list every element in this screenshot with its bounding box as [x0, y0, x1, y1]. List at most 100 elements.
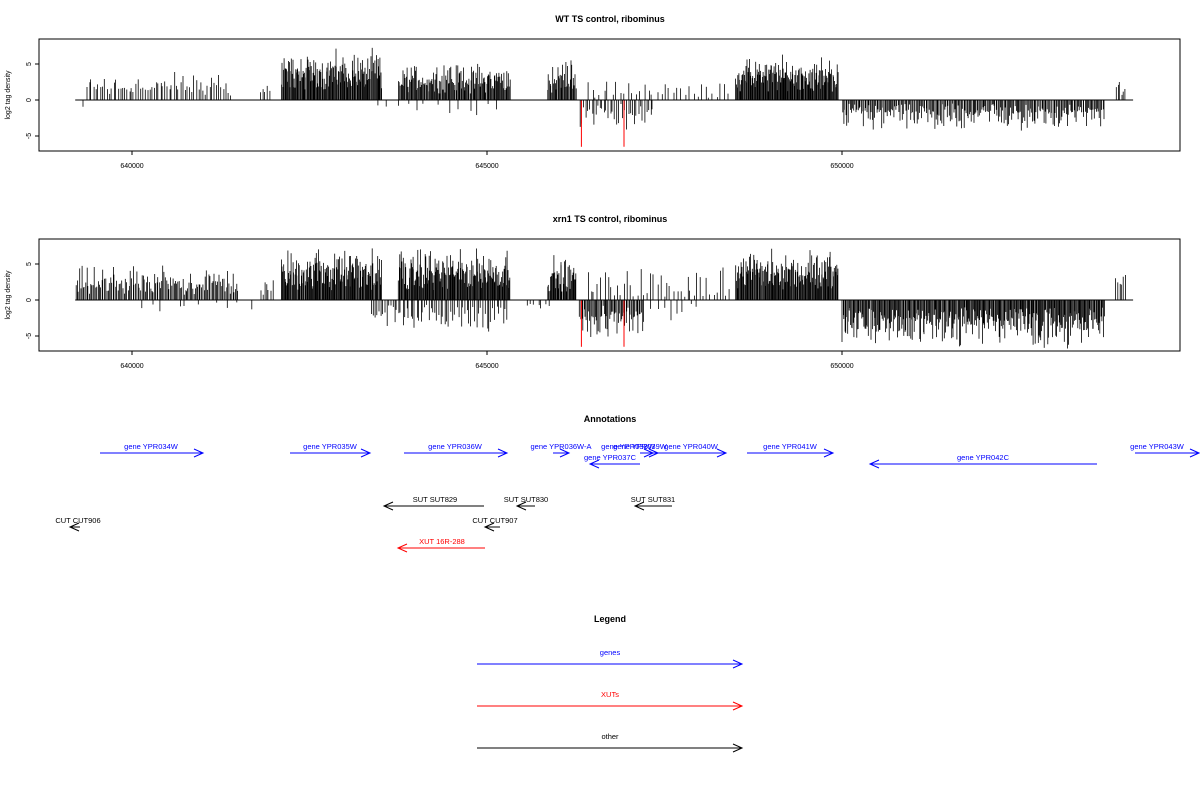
feature-arrow: [483, 522, 500, 532]
feature-gene-ypr036w-a: gene YPR036W-A: [530, 442, 592, 458]
track-panel-xrn1: xrn1 TS control, ribominus log2 tag dens…: [5, 214, 1181, 370]
feature-label: CUT CUT907: [472, 516, 517, 525]
feature-label: XUT 16R-288: [419, 537, 465, 546]
feature-arrow: [1135, 448, 1200, 458]
track-frame-wt: [38, 38, 1181, 152]
legend-arrow: [477, 743, 744, 753]
feature-label: gene YPR041W: [763, 442, 818, 451]
y-tick-label: -5: [26, 333, 33, 339]
feature-label: gene YPR038W: [601, 442, 656, 451]
feature-arrow: [633, 501, 672, 511]
negative-strand-segment-0: [141, 300, 253, 312]
feature-label: gene YPR039W: [613, 442, 668, 451]
negative-strand-segment-1: [370, 300, 508, 332]
legend-entries: genes XUTs other: [477, 648, 744, 753]
signal-bars-xrn1: [75, 248, 1134, 349]
legend-entry-xut: XUTs: [477, 690, 744, 711]
annotations-title: Annotations: [584, 414, 637, 424]
legend-entry-other: other: [477, 732, 744, 753]
negative-strand-segment-3: [842, 100, 1105, 131]
y-tick-label: 5: [26, 262, 33, 266]
feature-arrow: [553, 448, 571, 458]
legend-label: XUTs: [601, 690, 619, 699]
negative-strand-segment-3: [578, 300, 644, 337]
positive-strand-segment-4: [547, 255, 577, 300]
feature-cut-cut906: CUT CUT906: [55, 516, 101, 532]
y-axis-label-wt: log2 tag density: [5, 70, 12, 120]
feature-arrow: [654, 448, 728, 458]
axes-xrn1: 640000 645000 650000 -5 0 5: [26, 262, 854, 370]
feature-gene-ypr037c: gene YPR037C: [584, 453, 640, 469]
feature-gene-ypr043w: gene YPR043W: [1130, 442, 1200, 458]
x-tick-label: 645000: [475, 163, 498, 170]
positive-strand-segment-6: [735, 248, 839, 300]
positive-strand-segment-5: [588, 267, 730, 300]
x-tick-label: 650000: [830, 163, 853, 170]
feature-label: gene YPR042C: [957, 453, 1010, 462]
legend: Legend genes XUTs other: [477, 614, 744, 753]
annotation-track: Annotations gene YPR034W gene YPR035W gene…: [55, 414, 1200, 553]
feature-arrow: [515, 501, 535, 511]
positive-strand-segment-0: [86, 71, 231, 100]
feature-gene-ypr042c: gene YPR042C: [868, 453, 1097, 469]
feature-label: gene YPR036W-A: [530, 442, 591, 451]
feature-sut-sut829: SUT SUT829: [382, 495, 484, 511]
x-tick-label: 640000: [120, 363, 143, 370]
x-tick-label: 640000: [120, 163, 143, 170]
feature-label: SUT SUT831: [631, 495, 675, 504]
axes-wt: 640000 645000 650000 -5 0 5: [26, 62, 854, 170]
positive-strand-segment-7: [1115, 274, 1126, 300]
feature-label: gene YPR037C: [584, 453, 637, 462]
y-tick-label: -5: [26, 133, 33, 139]
signal-bars-wt: [75, 47, 1134, 147]
positive-strand-segment-0: [75, 265, 239, 300]
negative-strand-segment-2: [526, 300, 550, 309]
positive-strand-segment-2: [281, 47, 383, 100]
positive-strand-segment-3: [397, 248, 511, 300]
legend-arrow: [477, 701, 744, 711]
positive-strand-segment-1: [260, 85, 271, 100]
feature-cut-cut907: CUT CUT907: [472, 516, 518, 532]
positive-strand-segment-7: [1115, 82, 1126, 100]
legend-title: Legend: [594, 614, 626, 624]
x-tick-label: 650000: [830, 363, 853, 370]
track-panel-wt: WT TS control, ribominus log2 tag densit…: [5, 14, 1181, 170]
feature-gene-ypr036w: gene YPR036W: [404, 442, 509, 458]
negative-strand-segment-1: [377, 100, 497, 116]
feature-gene-ypr035w: gene YPR035W: [290, 442, 372, 458]
legend-entry-gene: genes: [477, 648, 744, 669]
positive-strand-segment-2: [281, 248, 383, 300]
y-tick-label: 0: [26, 298, 33, 302]
y-tick-label: 5: [26, 62, 33, 66]
feature-label: gene YPR034W: [124, 442, 179, 451]
x-tick-label: 645000: [475, 363, 498, 370]
legend-label: other: [601, 732, 619, 741]
feature-arrow: [868, 459, 1097, 469]
track-frame-xrn1: [38, 238, 1181, 352]
feature-xut-16r-288: XUT 16R-288: [396, 537, 485, 553]
feature-arrow: [100, 448, 205, 458]
feature-label: gene YPR035W: [303, 442, 358, 451]
positive-strand-segment-5: [587, 81, 729, 100]
legend-label: genes: [600, 648, 621, 657]
y-axis-label-xrn1: log2 tag density: [5, 270, 12, 320]
feature-label: CUT CUT906: [55, 516, 100, 525]
positive-strand-segment-3: [398, 63, 511, 100]
feature-arrow: [382, 501, 484, 511]
feature-arrow: [396, 543, 485, 553]
feature-gene-ypr040w: gene YPR040W: [654, 442, 728, 458]
feature-arrow: [747, 448, 835, 458]
feature-gene-ypr041w: gene YPR041W: [747, 442, 835, 458]
feature-label: gene YPR043W: [1130, 442, 1185, 451]
negative-strand-segment-5: [841, 300, 1105, 349]
y-tick-label: 0: [26, 98, 33, 102]
track-title-xrn1: xrn1 TS control, ribominus: [553, 214, 668, 224]
feature-arrow: [588, 459, 640, 469]
feature-arrow: [290, 448, 372, 458]
positive-strand-segment-6: [735, 54, 839, 100]
positive-strand-segment-4: [547, 60, 577, 100]
feature-sut-sut831: SUT SUT831: [631, 495, 675, 511]
feature-label: gene YPR036W: [428, 442, 483, 451]
feature-arrow: [404, 448, 509, 458]
